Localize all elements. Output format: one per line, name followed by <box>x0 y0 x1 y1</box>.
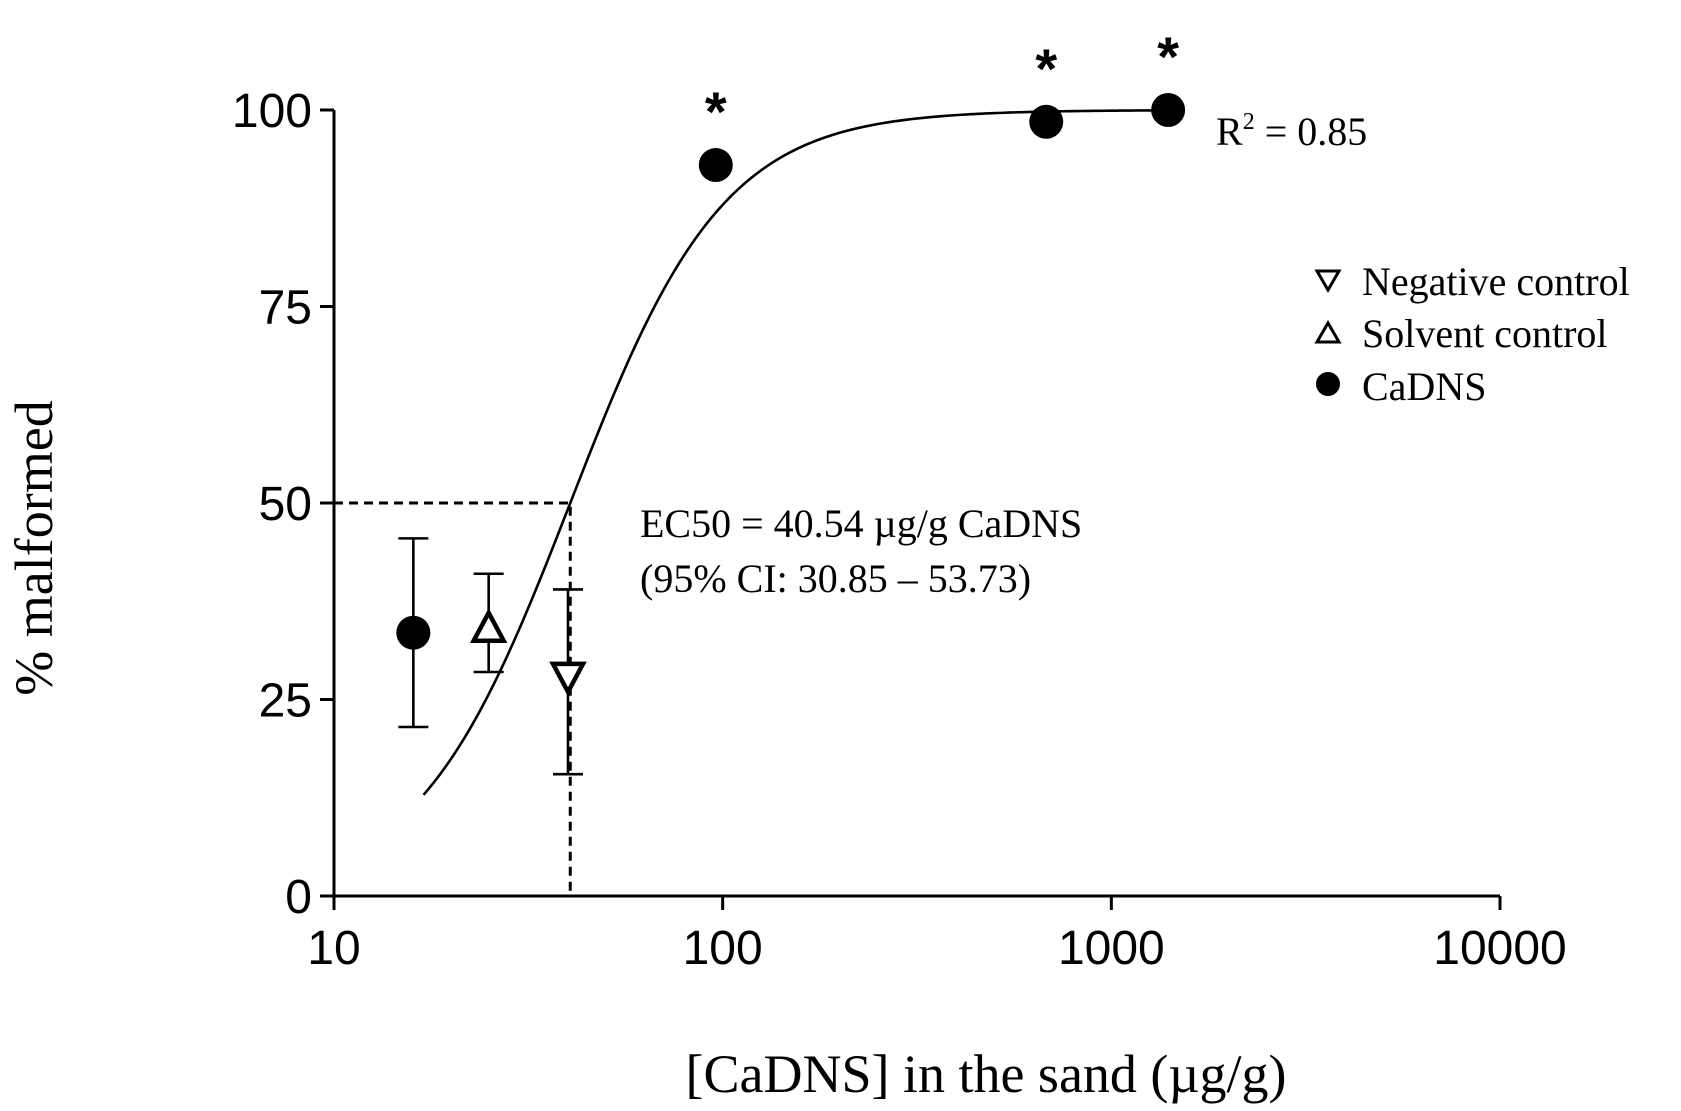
ec50-annotation-line2: (95% CI: 30.85 – 53.73) <box>640 556 1031 601</box>
y-tick-label: 25 <box>259 675 312 728</box>
y-tick-label: 0 <box>285 871 312 924</box>
legend-solvent-control-icon <box>1314 320 1342 344</box>
x-tick-label: 100 <box>683 922 763 975</box>
fit-curve <box>422 109 1169 796</box>
marker-cadns <box>698 148 733 183</box>
error-bars <box>398 537 584 776</box>
marker-cadns <box>396 615 431 650</box>
significance-star: * <box>1035 37 1057 100</box>
significance-star: * <box>705 80 727 143</box>
y-tick-label: 100 <box>232 85 312 138</box>
marker-cadns <box>1029 104 1064 139</box>
y-tick-label: 75 <box>259 282 312 335</box>
ec50-guide-lines <box>334 501 572 896</box>
x-tick-label: 10000 <box>1433 922 1566 975</box>
legend-negative-control-icon <box>1314 269 1342 293</box>
legend-solvent-control-label: Solvent control <box>1362 311 1608 356</box>
significance-stars: * * * <box>705 25 1179 143</box>
y-ticks: 0 25 50 75 100 <box>232 85 334 924</box>
marker-solvent-control <box>469 607 508 644</box>
ec50-annotation-line1: EC50 = 40.54 µg/g CaDNS <box>640 501 1082 546</box>
marker-cadns <box>1151 93 1186 127</box>
significance-star: * <box>1157 25 1179 88</box>
x-tick-label: 1000 <box>1058 922 1165 975</box>
y-tick-label: 50 <box>259 478 312 531</box>
y-axis-label: % malformed <box>4 400 64 695</box>
legend-cadns-label: CaDNS <box>1362 364 1486 409</box>
r-squared-prefix: R <box>1216 109 1243 154</box>
r-squared-value: = 0.85 <box>1255 109 1368 154</box>
r-squared-annotation: R2 = 0.85 <box>1216 109 1367 154</box>
marker-negative-control <box>549 661 587 697</box>
x-axis-label: [CaDNS] in the sand (µg/g) <box>685 1044 1286 1104</box>
x-ticks: 10 100 1000 10000 <box>307 896 1567 975</box>
data-markers <box>396 93 1186 697</box>
legend-cadns-icon <box>1316 372 1340 396</box>
legend-negative-control-label: Negative control <box>1362 259 1630 304</box>
x-tick-label: 10 <box>307 922 360 975</box>
legend: Negative control Solvent control CaDNS <box>1314 259 1630 409</box>
r-squared-superscript: 2 <box>1243 109 1255 135</box>
